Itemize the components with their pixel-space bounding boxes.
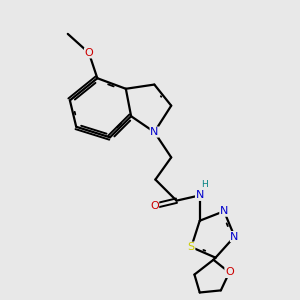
Text: O: O xyxy=(150,201,159,211)
Text: H: H xyxy=(201,180,208,189)
Text: N: N xyxy=(230,232,239,242)
Text: S: S xyxy=(188,242,195,252)
Text: O: O xyxy=(85,48,93,58)
Text: N: N xyxy=(196,190,204,200)
Text: N: N xyxy=(220,206,228,216)
Text: N: N xyxy=(150,127,158,137)
Text: O: O xyxy=(225,267,234,278)
